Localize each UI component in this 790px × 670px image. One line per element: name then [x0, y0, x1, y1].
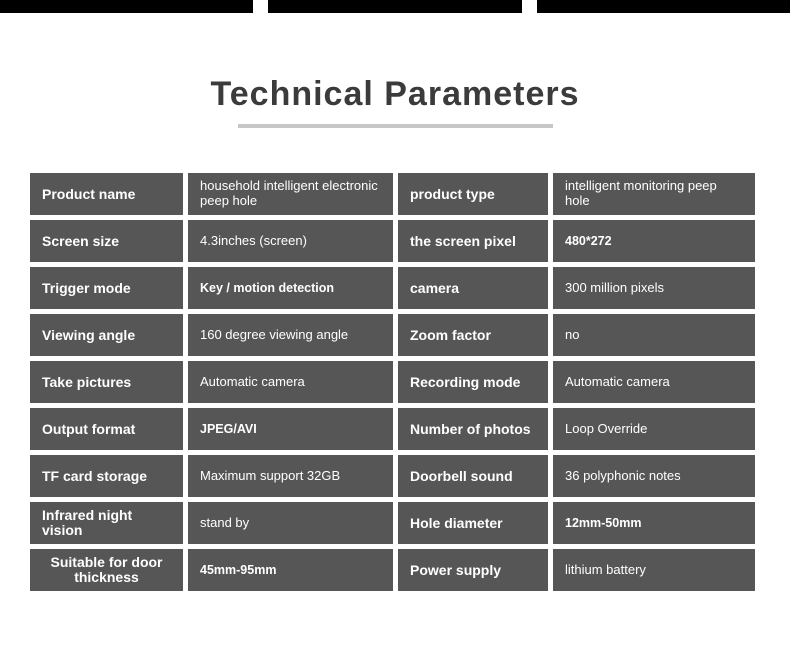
value-hole-diameter: 12mm-50mm — [553, 502, 755, 544]
params-table: Product name household intelligent elect… — [30, 173, 760, 591]
value-viewing-angle: 160 degree viewing angle — [188, 314, 393, 356]
value-doorbell-sound: 36 polyphonic notes — [553, 455, 755, 497]
label-camera: camera — [398, 267, 548, 309]
label-power-supply: Power supply — [398, 549, 548, 591]
label-product-type: product type — [398, 173, 548, 215]
label-viewing-angle: Viewing angle — [30, 314, 183, 356]
strip-3 — [537, 0, 790, 13]
title-block: Technical Parameters — [0, 75, 790, 128]
label-zoom-factor: Zoom factor — [398, 314, 548, 356]
strip-1 — [0, 0, 253, 13]
value-trigger-mode: Key / motion detection — [188, 267, 393, 309]
label-screen-size: Screen size — [30, 220, 183, 262]
value-number-of-photos: Loop Override — [553, 408, 755, 450]
label-infrared-night-vision: Infrared night vision — [30, 502, 183, 544]
page-title: Technical Parameters — [0, 75, 790, 114]
value-recording-mode: Automatic camera — [553, 361, 755, 403]
value-tf-card-storage: Maximum support 32GB — [188, 455, 393, 497]
strip-2 — [268, 0, 521, 13]
value-zoom-factor: no — [553, 314, 755, 356]
value-take-pictures: Automatic camera — [188, 361, 393, 403]
value-camera: 300 million pixels — [553, 267, 755, 309]
value-output-format: JPEG/AVI — [188, 408, 393, 450]
value-screen-size: 4.3inches (screen) — [188, 220, 393, 262]
spacer — [0, 15, 790, 75]
top-tab-strips — [0, 0, 790, 15]
label-output-format: Output format — [30, 408, 183, 450]
label-door-thickness: Suitable for door thickness — [30, 549, 183, 591]
label-trigger-mode: Trigger mode — [30, 267, 183, 309]
label-tf-card-storage: TF card storage — [30, 455, 183, 497]
value-screen-pixel: 480*272 — [553, 220, 755, 262]
label-hole-diameter: Hole diameter — [398, 502, 548, 544]
value-power-supply: lithium battery — [553, 549, 755, 591]
label-screen-pixel: the screen pixel — [398, 220, 548, 262]
label-take-pictures: Take pictures — [30, 361, 183, 403]
value-product-type: intelligent monitoring peep hole — [553, 173, 755, 215]
value-door-thickness: 45mm-95mm — [188, 549, 393, 591]
value-infrared-night-vision: stand by — [188, 502, 393, 544]
value-product-name: household intelligent electronic peep ho… — [188, 173, 393, 215]
label-recording-mode: Recording mode — [398, 361, 548, 403]
label-number-of-photos: Number of photos — [398, 408, 548, 450]
params-table-wrap: Product name household intelligent elect… — [0, 128, 790, 591]
label-doorbell-sound: Doorbell sound — [398, 455, 548, 497]
label-product-name: Product name — [30, 173, 183, 215]
